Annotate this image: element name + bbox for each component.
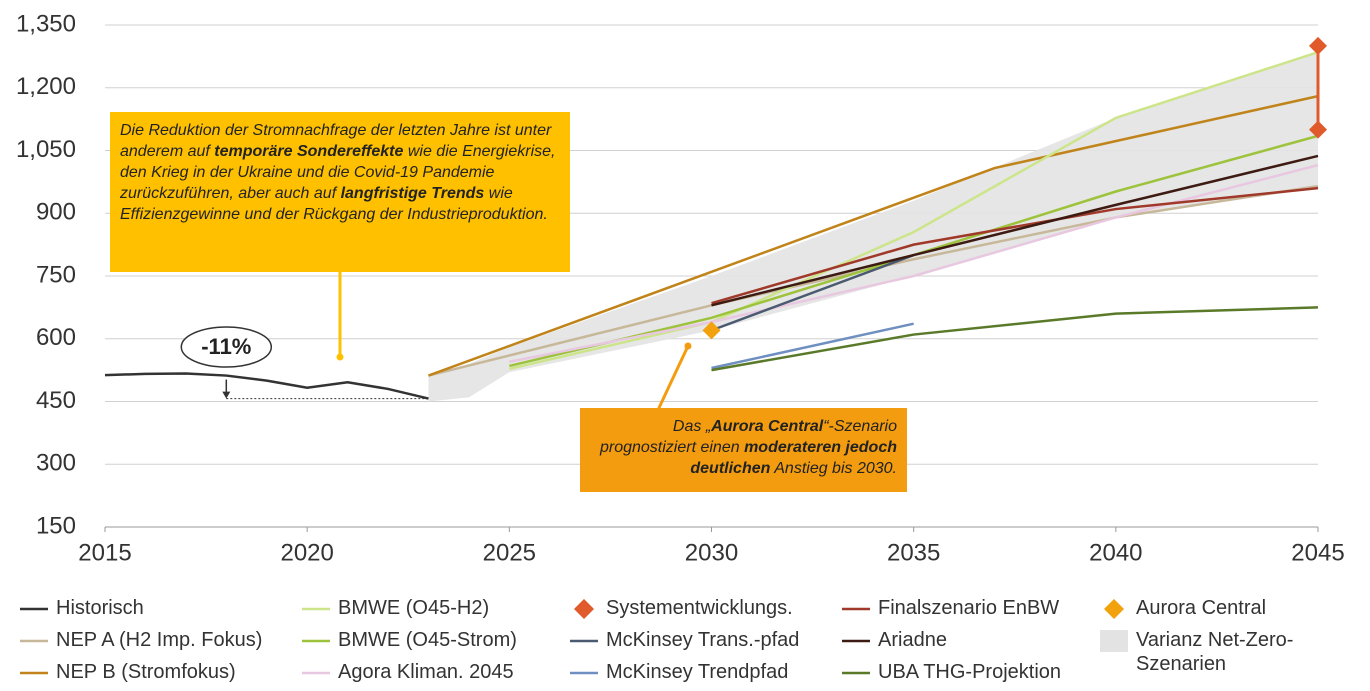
legend-label: NEP B (Stromfokus) bbox=[56, 661, 236, 683]
annotation-box: Das „Aurora Central“-Szenario prognostiz… bbox=[580, 408, 907, 492]
legend-item: UBA THG-Projektion bbox=[840, 660, 1061, 684]
legend-label: Finalszenario EnBW bbox=[878, 597, 1060, 619]
legend-item: McKinsey Trans.-pfad bbox=[568, 628, 799, 652]
y-tick-label: 1,200 bbox=[16, 73, 76, 100]
annotation-text: Anstieg bis 2030. bbox=[770, 460, 897, 477]
legend-icon bbox=[1104, 599, 1124, 619]
variance-area bbox=[428, 52, 1318, 402]
legend-icon bbox=[1100, 630, 1128, 652]
legend-icon bbox=[302, 607, 330, 611]
y-tick-label: 300 bbox=[36, 450, 76, 477]
legend-label: BMWE (O45-H2) bbox=[338, 597, 490, 619]
legend-item: NEP B (Stromfokus) bbox=[18, 660, 236, 684]
legend-item: Ariadne bbox=[840, 628, 947, 652]
legend-item: Historisch bbox=[18, 596, 144, 620]
legend-swatch bbox=[1104, 599, 1124, 619]
change-label: -11% bbox=[201, 334, 251, 359]
diamond-marker bbox=[1309, 120, 1327, 139]
legend-label: Systementwicklungs. bbox=[606, 597, 793, 619]
legend-label: Aurora Central bbox=[1136, 597, 1267, 619]
callout-dot bbox=[684, 342, 692, 350]
legend-icon bbox=[570, 639, 598, 643]
y-tick-label: 750 bbox=[36, 261, 76, 288]
series-line bbox=[711, 322, 914, 370]
series-line bbox=[428, 184, 1319, 377]
annotation-text: wie Effizienzgewinne und der Rückgang de… bbox=[120, 185, 548, 223]
legend-label: Ariadne bbox=[878, 629, 947, 651]
annotation-text: wie die Energiekrise, den Krieg in der U… bbox=[120, 143, 556, 202]
legend-label: UBA THG-Projektion bbox=[878, 661, 1062, 683]
legend-label: BMWE (O45-Strom) bbox=[338, 629, 517, 651]
y-tick-label: 1,050 bbox=[16, 136, 76, 163]
x-tick-label: 2020 bbox=[280, 539, 333, 566]
callout-connector bbox=[656, 345, 690, 411]
legend-label: Historisch bbox=[56, 597, 144, 619]
legend-label: NEP A (H2 Imp. Fokus) bbox=[56, 629, 263, 651]
legend-label: McKinsey Trans.-pfad bbox=[606, 629, 800, 651]
x-tick-label: 2035 bbox=[887, 539, 940, 566]
legend-swatch bbox=[1100, 630, 1128, 652]
legend-icon bbox=[842, 607, 870, 611]
x-tick-label: 2030 bbox=[685, 539, 738, 566]
series-line bbox=[509, 163, 1319, 363]
legend-item: BMWE (O45-Strom) bbox=[300, 628, 517, 652]
diamond-marker bbox=[702, 321, 721, 340]
legend-item: Varianz Net-Zero-Szenarien bbox=[1098, 628, 1298, 676]
legend-label: Agora Kliman. 2045 bbox=[338, 661, 514, 683]
legend-swatch bbox=[574, 599, 594, 619]
legend-item: NEP A (H2 Imp. Fokus) bbox=[18, 628, 262, 652]
annotation-text: Aurora Central bbox=[711, 418, 824, 435]
annotation-text: langfristige Trends bbox=[340, 185, 485, 202]
series-line bbox=[104, 372, 429, 400]
legend-icon bbox=[302, 639, 330, 643]
y-tick-label: 1,350 bbox=[16, 10, 76, 37]
legend-item: Systementwicklungs. bbox=[568, 596, 793, 620]
annotation-text: moderateren jedoch deutlichen bbox=[690, 439, 897, 477]
y-tick-label: 450 bbox=[36, 387, 76, 414]
diamond-marker bbox=[1309, 36, 1327, 55]
annotation-box: Die Reduktion der Stromnachfrage der let… bbox=[110, 112, 570, 272]
series-line bbox=[711, 186, 1319, 305]
series-line bbox=[509, 51, 1319, 371]
x-tick-label: 2040 bbox=[1089, 539, 1142, 566]
callout-dot bbox=[336, 353, 344, 361]
legend-item: Finalszenario EnBW bbox=[840, 596, 1059, 620]
y-tick-label: 150 bbox=[36, 512, 76, 539]
legend-icon bbox=[574, 599, 594, 619]
legend-icon bbox=[842, 639, 870, 643]
legend-item: McKinsey Trendpfad bbox=[568, 660, 788, 684]
legend-icon bbox=[20, 607, 48, 611]
legend-label: Varianz Net-Zero-Szenarien bbox=[1136, 629, 1294, 675]
annotation-text: Das „ bbox=[672, 418, 712, 435]
change-bubble bbox=[180, 326, 273, 368]
series-line bbox=[711, 306, 1319, 372]
legend-item: Agora Kliman. 2045 bbox=[300, 660, 514, 684]
legend-icon bbox=[570, 671, 598, 675]
legend-icon bbox=[302, 671, 330, 675]
series-line bbox=[711, 154, 1319, 307]
annotation-text: “-Szenario prognostiziert einen bbox=[599, 418, 897, 456]
series-line bbox=[711, 253, 915, 332]
legend-icon bbox=[20, 639, 48, 643]
x-tick-label: 2045 bbox=[1291, 539, 1344, 566]
annotation-text: Die Reduktion der Stromnachfrage der let… bbox=[120, 122, 552, 160]
legend-label: McKinsey Trendpfad bbox=[606, 661, 789, 683]
x-tick-label: 2015 bbox=[78, 539, 131, 566]
legend-icon bbox=[20, 671, 48, 675]
legend-icon bbox=[842, 671, 870, 675]
y-tick-label: 900 bbox=[36, 199, 76, 226]
arrow-head bbox=[222, 391, 231, 399]
x-tick-label: 2025 bbox=[483, 539, 536, 566]
annotation-text: temporäre Sondereffekte bbox=[214, 143, 404, 160]
legend-item: Aurora Central bbox=[1098, 596, 1266, 620]
series-line bbox=[428, 94, 1319, 377]
legend-item: BMWE (O45-H2) bbox=[300, 596, 489, 620]
y-tick-label: 600 bbox=[36, 324, 76, 351]
